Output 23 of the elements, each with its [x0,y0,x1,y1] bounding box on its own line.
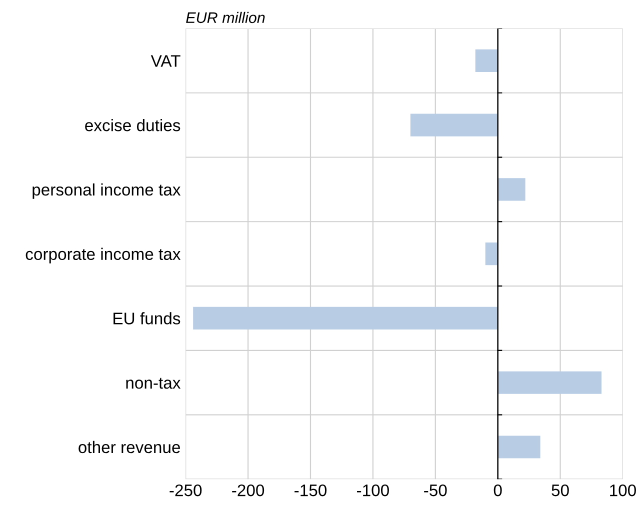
x-tick-label: 0 [494,484,502,496]
x-tick-label: -50 [424,484,447,496]
bar [475,49,498,72]
bar [410,114,498,136]
bar [498,371,602,394]
bar [498,178,526,201]
x-tick-label: 50 [552,484,569,496]
x-tick-label: -150 [294,484,327,496]
x-tick-label: 100 [610,484,636,496]
y-tick-label: excise duties [85,119,180,132]
y-tick-label: personal income tax [32,183,181,199]
y-tick-label: corporate income tax [26,248,181,264]
x-tick-label: -250 [170,484,202,496]
x-tick-label: -200 [232,484,264,496]
bar [485,242,498,266]
y-tick-label: EU funds [114,312,180,324]
y-tick-label: other revenue [78,440,180,454]
chart-title: EUR million [186,12,265,24]
bar [498,436,540,458]
bar [193,306,498,330]
y-tick-label: VAT [150,55,180,67]
y-tick-label: non-tax [126,378,181,389]
x-tick-label: -100 [357,484,389,496]
